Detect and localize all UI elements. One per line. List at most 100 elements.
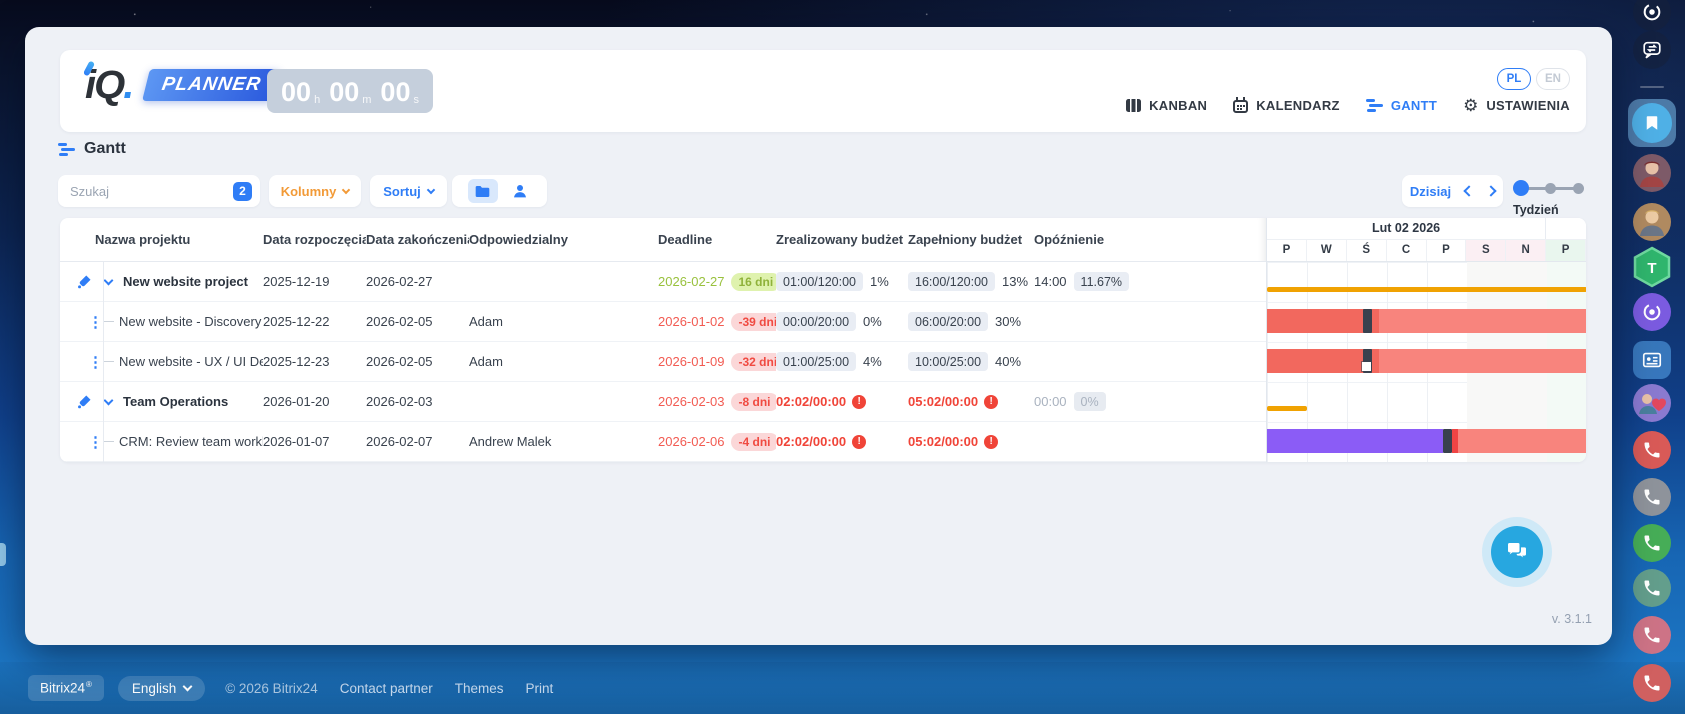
table-row[interactable]: Team Operations 2026-01-20 2026-02-03 20…: [60, 382, 1266, 422]
alert-icon: !: [984, 394, 999, 409]
progress-marker[interactable]: [1443, 429, 1452, 453]
people-view-button[interactable]: [508, 179, 532, 203]
call-icon-pink[interactable]: [1633, 616, 1671, 654]
today-control: Dzisiaj: [1402, 175, 1503, 207]
gantt-bar-task[interactable]: [1267, 309, 1586, 333]
gantt-bar-project-baseline[interactable]: [1267, 406, 1307, 411]
call-icon-teal[interactable]: [1633, 569, 1671, 607]
planner-window: iQ. PLANNER 00 h 00 m 00 s PL EN KANBAN KAL…: [25, 27, 1612, 645]
lang-pl-button[interactable]: PL: [1497, 68, 1531, 90]
month-label: Lut 02 2026: [1267, 218, 1547, 239]
id-card-app[interactable]: [1633, 341, 1671, 379]
collapse-chevron-icon[interactable]: [103, 275, 114, 286]
deadline-date: 2026-02-27: [658, 274, 725, 289]
tab-gantt[interactable]: GANTT: [1365, 98, 1437, 113]
call-icon-green[interactable]: [1633, 524, 1671, 562]
avatar-man[interactable]: [1633, 203, 1671, 241]
language-selector[interactable]: English: [117, 675, 206, 701]
avatar-woman[interactable]: [1633, 154, 1671, 192]
phone-icon: [1644, 627, 1660, 643]
deadline-date: 2026-02-03: [658, 394, 725, 409]
table-row[interactable]: ⋮ New website - UX / UI Design 2025-12-2…: [60, 342, 1266, 382]
gantt-bar-project-baseline[interactable]: [1267, 287, 1586, 292]
deadline-badge: -8 dni: [730, 392, 776, 411]
print-link[interactable]: Print: [525, 680, 554, 696]
progress-marker[interactable]: [1363, 349, 1372, 373]
next-period-button[interactable]: [1485, 185, 1497, 197]
app-header: iQ. PLANNER 00 h 00 m 00 s PL EN KANBAN KAL…: [60, 50, 1586, 132]
search-filter-badge[interactable]: 2: [233, 181, 252, 201]
day-header: W: [1307, 240, 1347, 261]
slider-stop-month[interactable]: [1545, 182, 1556, 194]
phone-icon: [1644, 580, 1660, 596]
day-header: P: [1427, 240, 1467, 261]
copyright-text: © 2026 Bitrix24: [225, 680, 318, 696]
chat-sync-icon[interactable]: [1633, 31, 1671, 69]
contact-partner-link[interactable]: Contact partner: [339, 680, 433, 696]
tab-ustawienia[interactable]: ⚙ USTAWIENIA: [1463, 96, 1570, 115]
deadline-badge: -32 dni: [730, 352, 776, 371]
resize-handle[interactable]: [1362, 362, 1371, 371]
phone-icon: [1644, 675, 1660, 691]
budget-pill: 01:00/120:00: [776, 272, 863, 291]
table-row[interactable]: New website project 2025-12-19 2026-02-2…: [60, 262, 1266, 302]
view-toggle-group: [452, 175, 547, 207]
kanban-icon: [1126, 99, 1142, 112]
time-tracker[interactable]: 00 h 00 m 00 s: [267, 69, 433, 113]
progress-marker[interactable]: [1363, 309, 1372, 333]
day-header: C: [1387, 240, 1427, 261]
swirl-icon: [1643, 3, 1661, 21]
collapse-chevron-icon[interactable]: [103, 395, 114, 406]
kebab-menu-icon[interactable]: ⋮: [88, 433, 103, 451]
purple-swirl-app[interactable]: [1633, 293, 1671, 331]
right-dock: T: [1628, 0, 1676, 714]
hexagon-label: T: [1647, 260, 1656, 277]
tab-kalendarz[interactable]: KALENDARZ: [1233, 97, 1340, 113]
call-icon-red[interactable]: [1633, 431, 1671, 469]
table-row[interactable]: ⋮ CRM: Review team workload 2026-01-07 2…: [60, 422, 1266, 462]
view-nav: KANBAN KALENDARZ GANTT ⚙ USTAWIENIA: [1126, 97, 1570, 114]
projects-view-button[interactable]: [467, 179, 498, 203]
hexagon-icon: [1633, 246, 1671, 288]
chat-bubbles-icon: [1506, 541, 1528, 562]
budget-pill: 00:00/20:00: [776, 312, 857, 331]
slider-stop-year[interactable]: [1573, 182, 1584, 194]
hexagon-t-app[interactable]: T: [1631, 246, 1673, 288]
budget-pill: 16:00/120:00: [908, 272, 995, 291]
person-icon: [1640, 210, 1664, 236]
bookmark-app-button[interactable]: [1628, 99, 1676, 147]
tab-kanban[interactable]: KANBAN: [1126, 98, 1207, 113]
table-row[interactable]: ⋮ New website - Discovery & Pla 2025-12-…: [60, 302, 1266, 342]
version-label: v. 3.1.1: [1551, 612, 1592, 626]
avatar-heart[interactable]: [1633, 384, 1671, 422]
search-input[interactable]: [70, 183, 220, 199]
gantt-bar-task[interactable]: [1267, 429, 1586, 453]
bitrix24-brand-button[interactable]: Bitrix24®: [28, 675, 104, 701]
budget-overrun: 02:02/00:00: [776, 394, 847, 409]
themes-link[interactable]: Themes: [454, 680, 504, 696]
sort-dropdown[interactable]: Sortuj: [370, 175, 447, 207]
alert-icon: !: [984, 434, 999, 449]
phone-icon: [1644, 489, 1660, 505]
timescale-label: Tydzień: [1513, 203, 1559, 217]
lang-en-button[interactable]: EN: [1536, 68, 1570, 90]
tree-connector: [104, 441, 114, 442]
today-button[interactable]: Dzisiaj: [1409, 183, 1452, 199]
columns-dropdown[interactable]: Kolumny: [269, 175, 361, 207]
timescale-slider: [1513, 180, 1585, 196]
call-icon-red-2[interactable]: [1633, 664, 1671, 702]
slider-handle-week[interactable]: [1513, 180, 1529, 196]
left-edge-handle[interactable]: [0, 543, 6, 566]
budget-overrun: 02:02/00:00: [776, 434, 847, 449]
person-icon: [1640, 161, 1664, 187]
deadline-date: 2026-01-09: [658, 354, 725, 369]
bookmark-icon: [1646, 116, 1658, 130]
call-icon-gray[interactable]: [1633, 478, 1671, 516]
kebab-menu-icon[interactable]: ⋮: [88, 313, 103, 331]
gantt-bar-task[interactable]: [1267, 349, 1586, 373]
app-swirl-icon[interactable]: [1633, 0, 1671, 31]
alert-icon: !: [852, 394, 867, 409]
kebab-menu-icon[interactable]: ⋮: [88, 353, 103, 371]
prev-period-button[interactable]: [1463, 185, 1475, 197]
chat-fab[interactable]: [1482, 517, 1552, 587]
